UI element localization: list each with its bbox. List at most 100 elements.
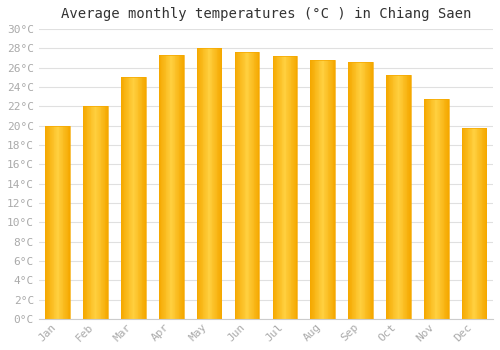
Bar bbox=[402, 76, 404, 319]
Bar bbox=[106, 106, 107, 319]
Bar bbox=[180, 55, 181, 319]
Bar bbox=[174, 55, 176, 319]
Bar bbox=[429, 99, 430, 319]
Bar bbox=[58, 126, 59, 319]
Bar bbox=[214, 48, 215, 319]
Bar bbox=[57, 126, 58, 319]
Bar bbox=[447, 99, 448, 319]
Bar bbox=[318, 60, 320, 319]
Bar bbox=[370, 62, 372, 319]
Bar bbox=[293, 56, 294, 319]
Bar bbox=[440, 99, 442, 319]
Bar bbox=[327, 60, 328, 319]
Bar bbox=[350, 62, 351, 319]
Bar bbox=[313, 60, 314, 319]
Bar bbox=[317, 60, 318, 319]
Bar bbox=[324, 60, 325, 319]
Bar bbox=[276, 56, 278, 319]
Bar bbox=[485, 128, 486, 319]
Bar bbox=[466, 128, 467, 319]
Bar bbox=[367, 62, 368, 319]
Bar bbox=[366, 62, 367, 319]
Bar bbox=[474, 128, 475, 319]
Bar bbox=[162, 55, 163, 319]
Bar bbox=[62, 126, 64, 319]
Bar bbox=[236, 52, 237, 319]
Bar bbox=[246, 52, 247, 319]
Bar bbox=[234, 52, 260, 319]
Bar bbox=[56, 126, 57, 319]
Bar bbox=[478, 128, 479, 319]
Bar bbox=[134, 77, 135, 319]
Bar bbox=[432, 99, 433, 319]
Bar bbox=[204, 48, 205, 319]
Bar bbox=[173, 55, 174, 319]
Bar bbox=[443, 99, 444, 319]
Bar bbox=[170, 55, 172, 319]
Bar bbox=[479, 128, 480, 319]
Bar bbox=[279, 56, 280, 319]
Bar bbox=[352, 62, 354, 319]
Bar bbox=[472, 128, 474, 319]
Bar bbox=[331, 60, 332, 319]
Bar bbox=[395, 76, 396, 319]
Bar bbox=[399, 76, 400, 319]
Bar bbox=[205, 48, 206, 319]
Bar bbox=[353, 62, 354, 319]
Bar bbox=[356, 62, 358, 319]
Bar bbox=[164, 55, 166, 319]
Bar bbox=[294, 56, 296, 319]
Bar bbox=[132, 77, 134, 319]
Bar bbox=[48, 126, 50, 319]
Bar bbox=[292, 56, 293, 319]
Bar bbox=[475, 128, 476, 319]
Bar bbox=[390, 76, 391, 319]
Bar bbox=[172, 55, 173, 319]
Bar bbox=[358, 62, 359, 319]
Bar bbox=[250, 52, 251, 319]
Bar bbox=[167, 55, 168, 319]
Bar bbox=[406, 76, 408, 319]
Bar bbox=[103, 106, 104, 319]
Bar bbox=[290, 56, 292, 319]
Bar bbox=[369, 62, 370, 319]
Bar bbox=[252, 52, 253, 319]
Bar bbox=[211, 48, 212, 319]
Bar bbox=[334, 60, 335, 319]
Bar bbox=[123, 77, 124, 319]
Bar bbox=[67, 126, 68, 319]
Bar bbox=[398, 76, 400, 319]
Bar bbox=[126, 77, 127, 319]
Bar bbox=[444, 99, 446, 319]
Bar bbox=[484, 128, 485, 319]
Bar bbox=[441, 99, 442, 319]
Bar bbox=[258, 52, 260, 319]
Bar bbox=[102, 106, 103, 319]
Bar bbox=[314, 60, 316, 319]
Bar bbox=[219, 48, 220, 319]
Bar bbox=[84, 106, 85, 319]
Bar bbox=[326, 60, 327, 319]
Bar bbox=[206, 48, 207, 319]
Bar bbox=[288, 56, 289, 319]
Bar bbox=[69, 126, 70, 319]
Bar bbox=[202, 48, 203, 319]
Bar bbox=[272, 56, 274, 319]
Bar bbox=[166, 55, 168, 319]
Bar bbox=[209, 48, 210, 319]
Bar bbox=[386, 76, 410, 319]
Bar bbox=[476, 128, 478, 319]
Bar bbox=[247, 52, 248, 319]
Bar bbox=[436, 99, 437, 319]
Bar bbox=[280, 56, 281, 319]
Bar bbox=[286, 56, 288, 319]
Bar bbox=[208, 48, 209, 319]
Bar bbox=[438, 99, 440, 319]
Bar bbox=[239, 52, 240, 319]
Bar bbox=[104, 106, 106, 319]
Bar bbox=[296, 56, 297, 319]
Bar bbox=[52, 126, 53, 319]
Bar bbox=[396, 76, 397, 319]
Bar bbox=[64, 126, 65, 319]
Bar bbox=[46, 126, 70, 319]
